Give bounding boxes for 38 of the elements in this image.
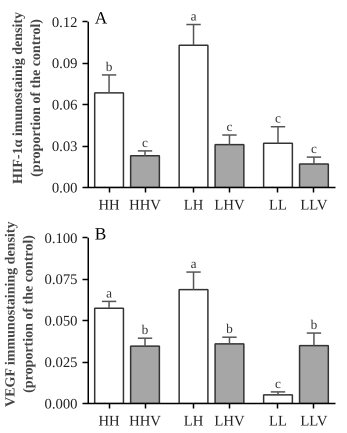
x-tick-label: LLV [300, 198, 328, 214]
annotation: c [275, 110, 282, 126]
x-tick-label: HH [98, 198, 120, 214]
y-tick-label: 0.00 [52, 180, 78, 196]
y-tick-label: 0.03 [52, 139, 78, 156]
chart-title: B [94, 224, 106, 244]
y-axis-title: VEGF immunostaining density (proportion of the control) [4, 222, 37, 407]
y-tick-label: 0.12 [52, 14, 78, 31]
x-tick-label: LH [184, 198, 204, 214]
annotation: b [310, 317, 318, 332]
x-tick-label: HH [98, 414, 120, 430]
annotation: a [190, 8, 197, 24]
annotation: a [106, 285, 112, 300]
annotation: c [142, 134, 148, 150]
y-tick-label: 0.06 [52, 98, 78, 114]
x-tick-label: LHV [214, 414, 245, 430]
x-tick-label: LLV [300, 414, 328, 430]
x-tick-label: HHV [129, 414, 162, 430]
annotation: c [310, 141, 317, 156]
y-tick-label: 0.09 [52, 56, 78, 72]
x-tick-label: LH [184, 414, 204, 430]
y-tick-label: 0.025 [44, 355, 78, 372]
annotation: c [226, 119, 233, 134]
y-tick-label: 0.000 [44, 396, 78, 412]
annotation: a [190, 256, 197, 272]
y-axis-title: HIF-1α imunostainig density (proportion of the control) [10, 12, 44, 184]
x-tick-label: LHV [214, 198, 245, 214]
x-tick-label: LL [269, 414, 287, 430]
annotation: b [142, 322, 149, 338]
y-tick-label: 0.100 [44, 230, 78, 247]
x-tick-label: HHV [129, 198, 162, 214]
annotation: b [106, 58, 113, 74]
chart-title: A [94, 8, 108, 28]
annotation: c [275, 376, 282, 391]
annotation: b [226, 321, 234, 336]
x-tick-label: LL [269, 198, 287, 214]
y-tick-label: 0.075 [44, 272, 78, 288]
y-tick-label: 0.050 [44, 314, 78, 330]
